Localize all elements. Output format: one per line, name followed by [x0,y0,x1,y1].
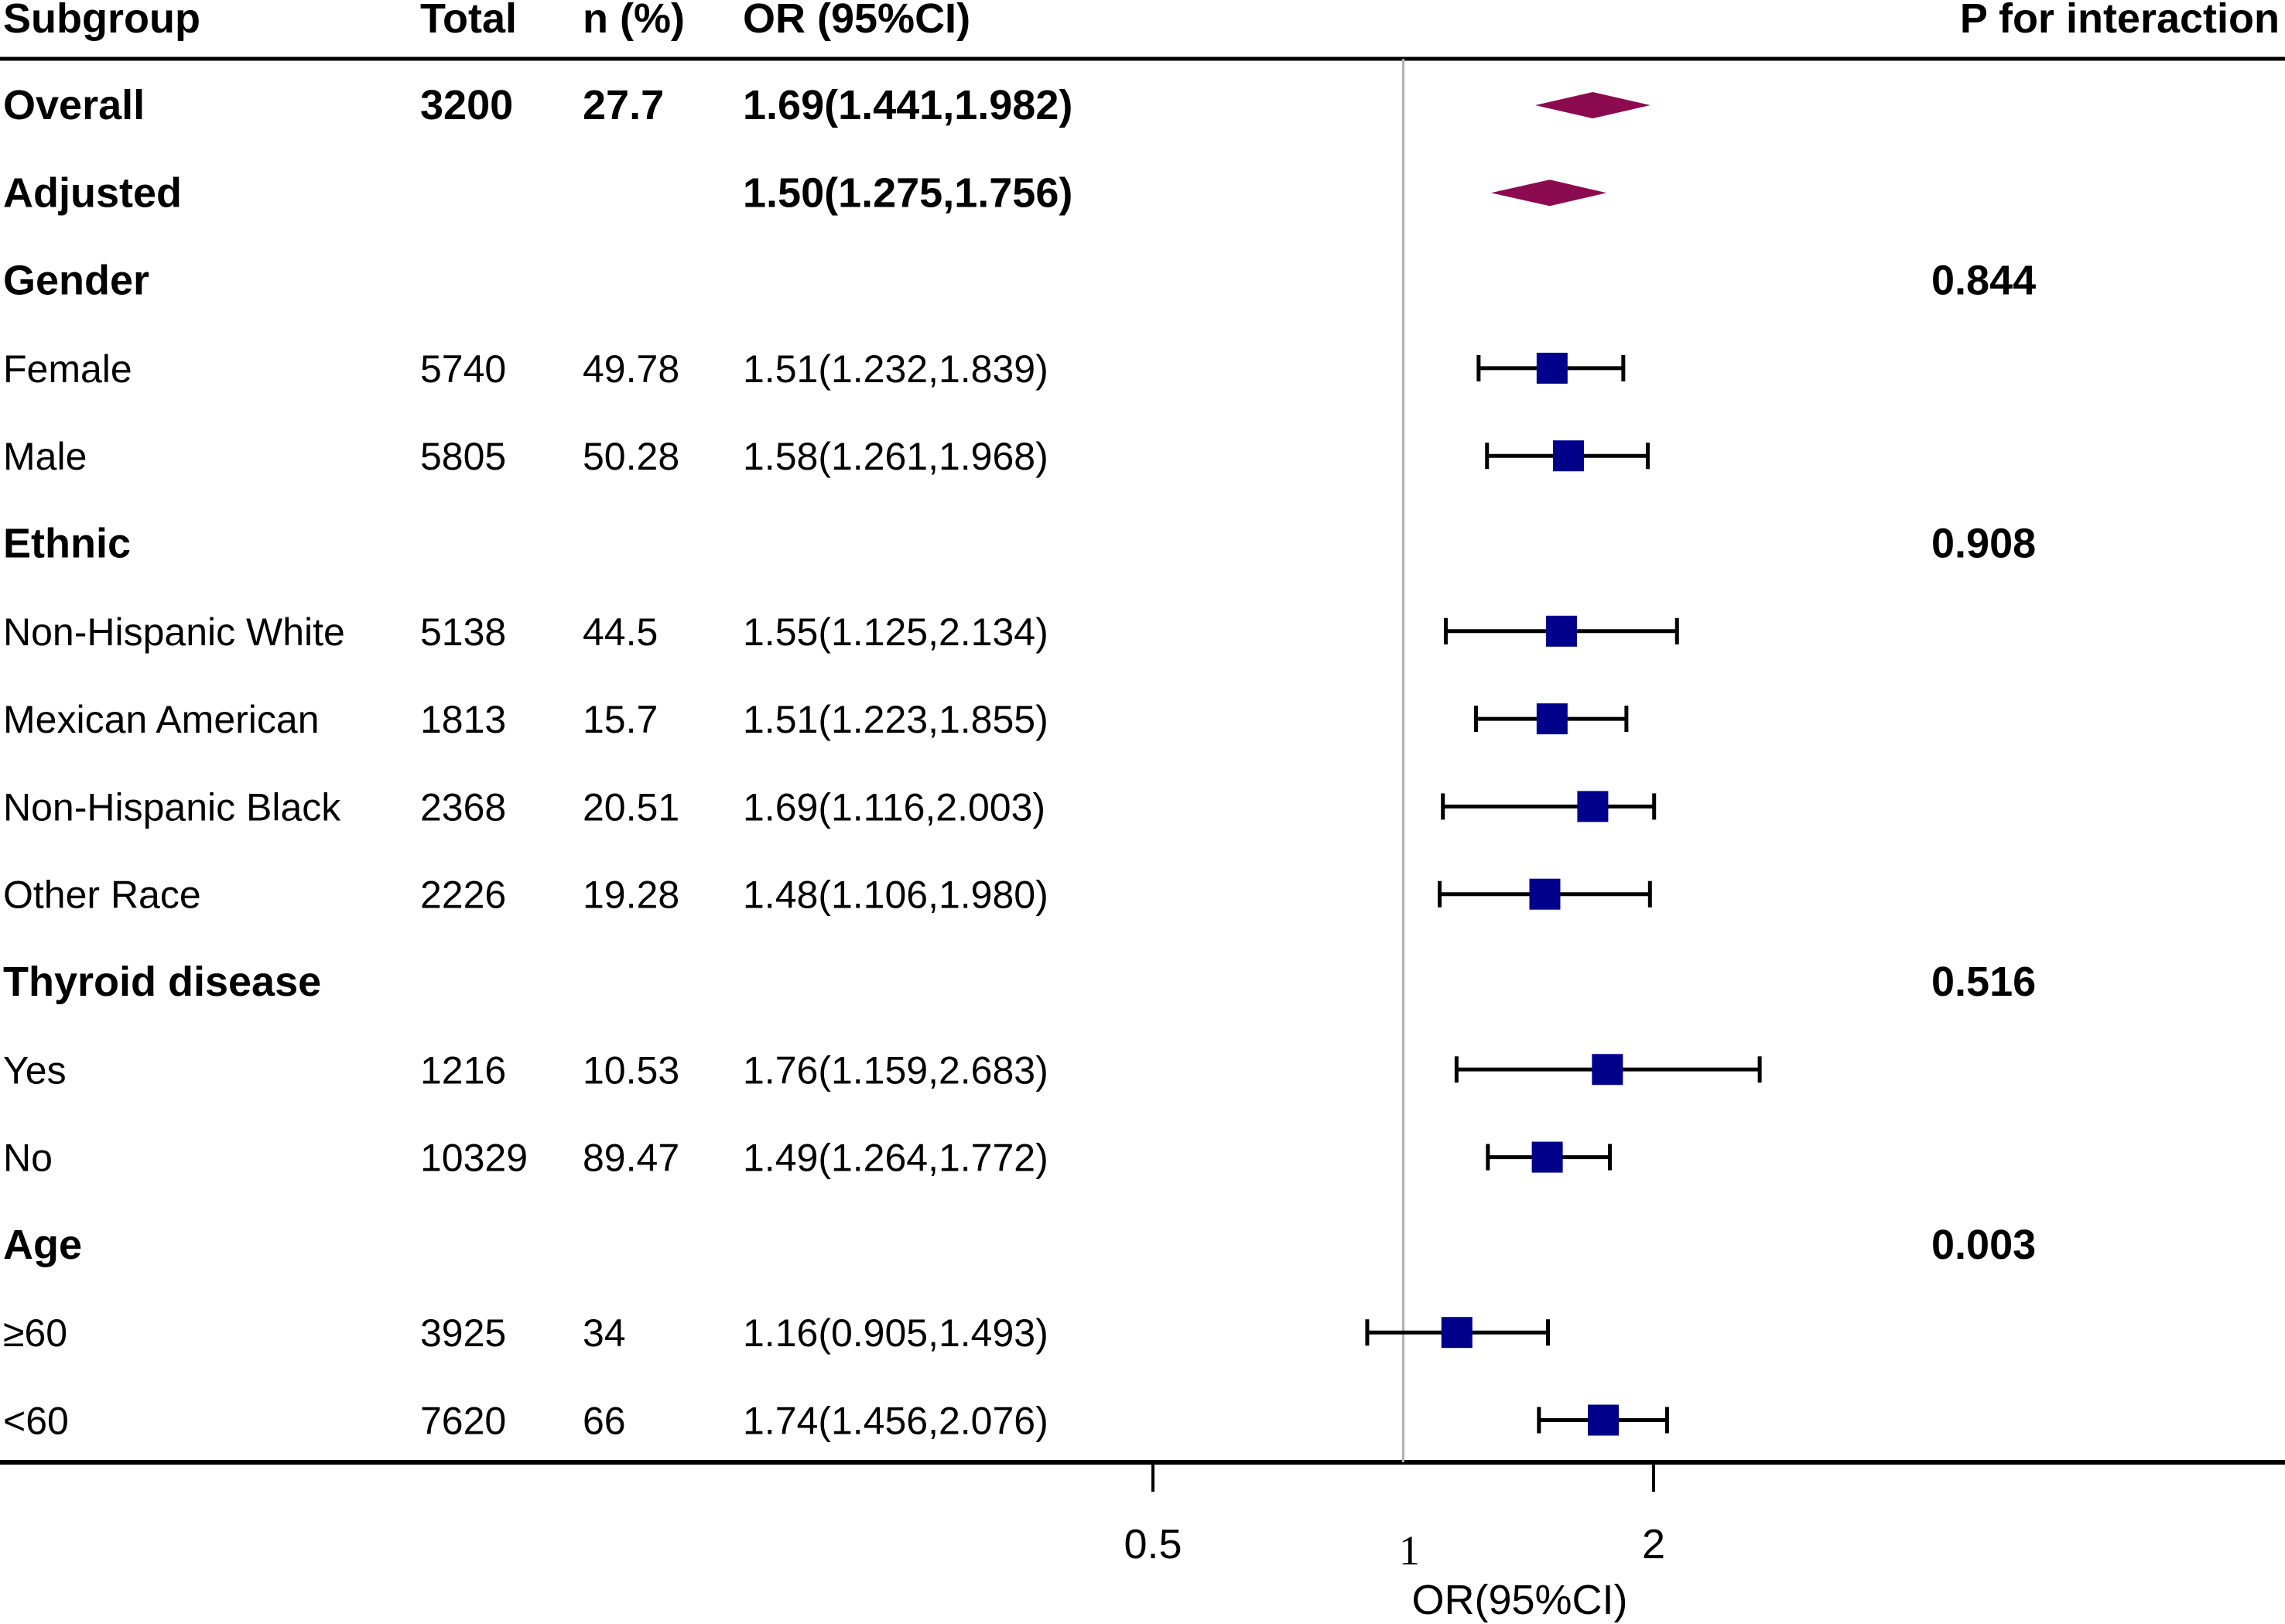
row-label: Male [3,435,87,478]
table-row: ≥60 3925 34 1.16(0.905,1.493) [3,1311,1048,1355]
row-total: 2226 [420,874,506,917]
row-label: No [3,1137,53,1180]
row-total: 3200 [420,82,513,128]
table-row: Other Race 2226 19.28 1.48(1.106,1.980) [3,874,1048,917]
row-total: 1216 [420,1048,506,1092]
point-estimate [1529,878,1561,910]
row-label: Age [3,1222,82,1268]
row-label: Female [3,347,132,391]
row-or-ci: 1.51(1.232,1.839) [743,347,1048,391]
row-or-ci: 1.69(1.441,1.982) [743,82,1072,128]
row-label: Ethnic [3,521,131,567]
row-or-ci: 1.50(1.275,1.756) [743,169,1072,216]
row-n-pct: 44.5 [583,610,658,654]
table-row: Mexican American 1813 15.7 1.51(1.223,1.855… [3,698,1048,741]
table-row: Gender 0.844 [3,258,2036,304]
row-total: 10329 [420,1137,528,1180]
row-label: Overall [3,82,145,128]
header-total: Total [420,0,517,42]
table-row: Ethnic 0.908 [3,521,2036,567]
header-or-ci: OR (95%CI) [743,0,970,42]
row-label: ≥60 [3,1311,67,1355]
row-n-pct: 20.51 [583,785,679,829]
row-or-ci: 1.55(1.125,2.134) [743,610,1048,654]
point-estimate [1546,615,1578,647]
row-total: 1813 [420,698,506,741]
row-total: 3925 [420,1311,506,1355]
rows-layer: Overall 3200 27.7 1.69(1.441,1.982) Adjusted… [3,82,2036,1443]
x-tick-label-0-5: 0.5 [1124,1521,1182,1568]
row-p-interaction: 0.908 [1931,521,2036,567]
x-axis: 0.5 1 2 OR(95%CI) [1124,1462,1665,1623]
table-row: Thyroid disease 0.516 [3,959,2036,1005]
row-or-ci: 1.48(1.106,1.980) [743,874,1048,917]
table-row: Male 5805 50.28 1.58(1.261,1.968) [3,435,1048,478]
point-estimate [1531,1141,1563,1173]
row-p-interaction: 0.844 [1931,258,2036,304]
row-label: Mexican American [3,698,320,741]
table-row: Adjusted 1.50(1.275,1.756) [3,169,1072,216]
row-total: 5740 [420,347,506,391]
row-or-ci: 1.16(0.905,1.493) [743,1311,1048,1355]
row-label: Other Race [3,874,201,917]
row-label: Gender [3,258,149,304]
row-or-ci: 1.76(1.159,2.683) [743,1048,1048,1092]
row-or-ci: 1.74(1.456,2.076) [743,1400,1048,1443]
row-label: Non-Hispanic White [3,610,345,654]
x-tick-label-1: 1 [1399,1527,1420,1574]
point-estimate [1588,1404,1620,1436]
header-n-pct: n (%) [583,0,685,42]
row-n-pct: 34 [583,1311,626,1355]
row-label: Thyroid disease [3,959,321,1005]
row-total: 5805 [420,435,506,478]
table-row: Female 5740 49.78 1.51(1.232,1.839) [3,347,1048,391]
row-or-ci: 1.49(1.264,1.772) [743,1137,1048,1180]
row-total: 7620 [420,1400,506,1443]
point-estimate [1536,703,1568,735]
table-row: Age 0.003 [3,1222,2036,1268]
table-row: Non-Hispanic White 5138 44.5 1.55(1.125,2.1… [3,610,1048,654]
point-estimate [1441,1317,1473,1349]
header-subgroup: Subgroup [3,0,200,42]
row-n-pct: 49.78 [583,347,679,391]
table-row: <60 7620 66 1.74(1.456,2.076) [3,1400,1048,1443]
row-p-interaction: 0.516 [1931,959,2036,1005]
row-label: Adjusted [3,169,182,216]
header-p-interaction: P for interaction [1960,0,2280,42]
row-n-pct: 15.7 [583,698,658,741]
row-total: 5138 [420,610,506,654]
point-estimate [1592,1054,1623,1086]
row-or-ci: 1.58(1.261,1.968) [743,435,1048,478]
row-n-pct: 50.28 [583,435,679,478]
x-axis-title: OR(95%CI) [1411,1577,1627,1623]
point-estimate [1552,440,1584,472]
row-n-pct: 27.7 [583,82,664,128]
table-row: Overall 3200 27.7 1.69(1.441,1.982) [3,82,1072,128]
row-label: <60 [3,1400,69,1443]
point-estimate [1536,352,1568,384]
header-row: Subgroup Total n (%) OR (95%CI) P for in… [3,0,2280,42]
table-row: Yes 1216 10.53 1.76(1.159,2.683) [3,1048,1048,1092]
row-n-pct: 66 [583,1400,626,1443]
row-total: 2368 [420,785,506,829]
table-row: No 10329 89.47 1.49(1.264,1.772) [3,1137,1048,1180]
marks-layer [1365,92,1762,1436]
row-n-pct: 10.53 [583,1048,679,1092]
table-row: Non-Hispanic Black 2368 20.51 1.69(1.116,2.… [3,785,1045,829]
summary-diamond [1535,92,1650,118]
row-n-pct: 19.28 [583,874,679,917]
row-n-pct: 89.47 [583,1137,679,1180]
row-label: Non-Hispanic Black [3,785,341,829]
row-or-ci: 1.51(1.223,1.855) [743,698,1048,741]
row-or-ci: 1.69(1.116,2.003) [743,785,1045,829]
x-tick-label-2: 2 [1642,1521,1665,1568]
row-label: Yes [3,1048,67,1092]
summary-diamond [1490,179,1607,207]
row-p-interaction: 0.003 [1931,1222,2036,1268]
point-estimate [1577,791,1609,822]
